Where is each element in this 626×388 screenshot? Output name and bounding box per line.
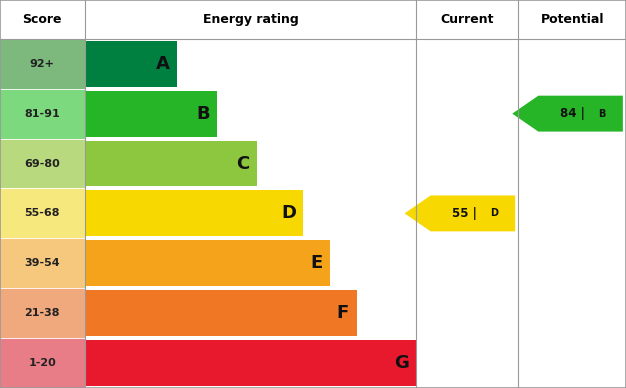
Text: 39-54: 39-54 <box>24 258 60 268</box>
Text: E: E <box>310 254 322 272</box>
Text: D: D <box>490 208 498 218</box>
Bar <box>0 39 85 89</box>
Bar <box>85 240 330 286</box>
Bar <box>0 189 85 238</box>
Text: 21-38: 21-38 <box>24 308 60 318</box>
Text: Energy rating: Energy rating <box>203 13 298 26</box>
Text: G: G <box>394 354 409 372</box>
Bar <box>0 338 85 388</box>
Bar <box>0 238 85 288</box>
Text: 84 |: 84 | <box>560 107 585 120</box>
Text: B: B <box>196 105 210 123</box>
Bar <box>0 89 85 139</box>
Bar <box>85 91 217 137</box>
Text: 81-91: 81-91 <box>24 109 60 119</box>
Text: 55 |: 55 | <box>452 207 477 220</box>
Text: Potential: Potential <box>540 13 604 26</box>
Text: A: A <box>156 55 170 73</box>
Bar <box>85 140 257 187</box>
Text: B: B <box>598 109 606 119</box>
Polygon shape <box>404 196 515 231</box>
Text: 55-68: 55-68 <box>24 208 60 218</box>
Bar <box>0 139 85 189</box>
Text: 1-20: 1-20 <box>28 358 56 368</box>
Text: C: C <box>236 154 250 173</box>
Bar <box>85 290 357 336</box>
Text: 92+: 92+ <box>30 59 54 69</box>
Text: F: F <box>337 304 349 322</box>
Text: Score: Score <box>23 13 62 26</box>
Text: D: D <box>281 204 296 222</box>
Bar <box>85 191 304 236</box>
Bar <box>85 340 416 386</box>
Bar <box>85 41 177 87</box>
Text: Current: Current <box>441 13 494 26</box>
Bar <box>0 288 85 338</box>
Text: 69-80: 69-80 <box>24 159 60 168</box>
Polygon shape <box>512 96 623 132</box>
